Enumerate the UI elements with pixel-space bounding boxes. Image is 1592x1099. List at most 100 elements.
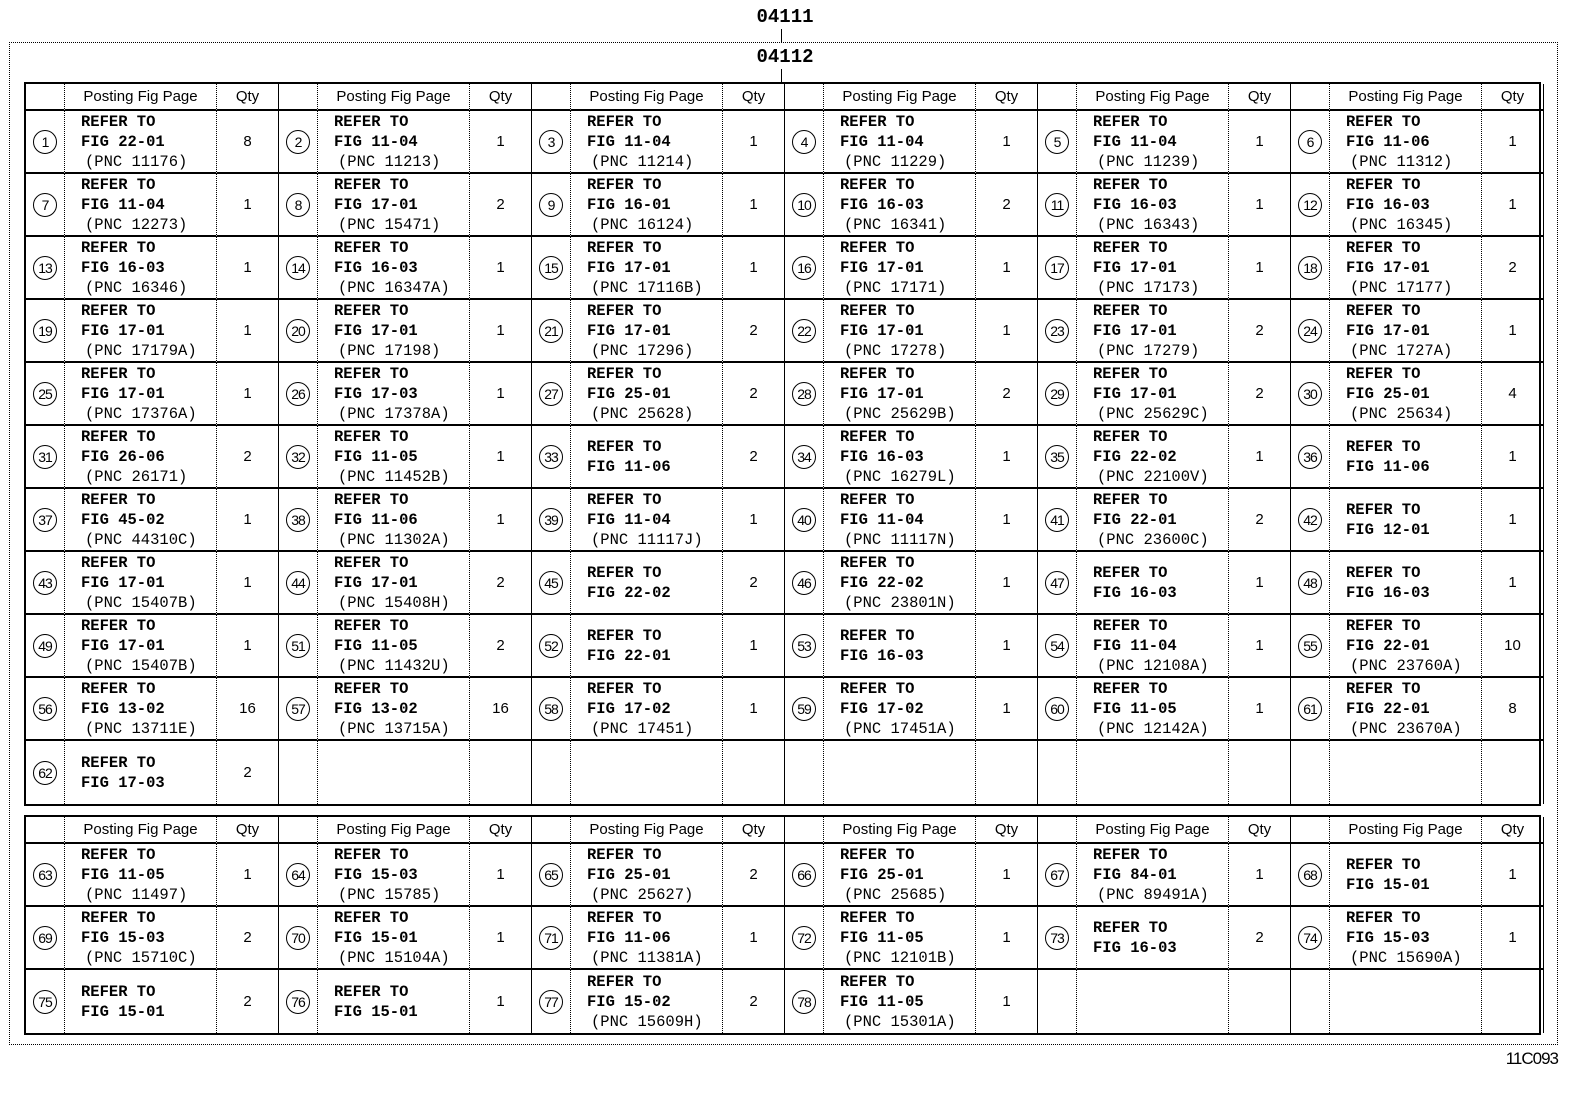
pnc-code: (PNC 17376A): [85, 404, 197, 423]
refer-label: REFER TO: [1346, 238, 1421, 257]
qty-cell: 1: [976, 426, 1038, 489]
item-number-cell: 69: [26, 907, 65, 970]
item-number-badge: 53: [792, 633, 816, 658]
refer-label: REFER TO: [587, 908, 662, 927]
qty-cell: 2: [217, 907, 279, 970]
refer-label: REFER TO: [587, 679, 662, 698]
refer-label: REFER TO: [334, 427, 409, 446]
posting-cell: REFER TO FIG 13-02 (PNC 13711E): [65, 678, 217, 741]
fig-page: FIG 17-01: [81, 384, 165, 403]
fig-page: FIG 22-01: [1346, 636, 1430, 655]
item-number-badge: 62: [33, 760, 57, 785]
item-number-cell: 12: [1291, 174, 1330, 237]
fig-page: FIG 15-01: [334, 928, 418, 947]
refer-label: REFER TO: [81, 238, 156, 257]
pnc-code: (PNC 15471): [338, 215, 441, 234]
item-number-cell: 70: [279, 907, 318, 970]
item-number-cell: 67: [1038, 844, 1077, 907]
qty-cell: 1: [723, 489, 785, 552]
refer-label: REFER TO: [840, 845, 915, 864]
item-number-cell: 36: [1291, 426, 1330, 489]
item-number-cell: 3: [532, 111, 571, 174]
header-qty: Qty: [470, 817, 532, 844]
item-number-cell: 27: [532, 363, 571, 426]
fig-page: FIG 12-01: [1346, 520, 1430, 539]
item-number-cell: 30: [1291, 363, 1330, 426]
item-number-cell: 58: [532, 678, 571, 741]
pnc-code: (PNC 1727A): [1350, 341, 1453, 360]
fig-page: FIG 11-05: [334, 636, 418, 655]
posting-cell: REFER TO FIG 16-03 (PNC 16279L): [824, 426, 976, 489]
item-number-badge: 37: [33, 507, 57, 532]
posting-cell: [1077, 741, 1229, 804]
illustration-id: 11C093: [1505, 1049, 1559, 1068]
item-number-badge: 18: [1298, 255, 1322, 280]
header-posting: Posting Fig Page: [1330, 84, 1482, 111]
refer-label: REFER TO: [334, 553, 409, 572]
fig-page: FIG 16-03: [334, 258, 418, 277]
pnc-code: (PNC 16345): [1350, 215, 1453, 234]
item-number-cell: 17: [1038, 237, 1077, 300]
item-number-badge: 41: [1045, 507, 1069, 532]
qty-cell: 1: [1482, 844, 1544, 907]
pnc-code: (PNC 16346): [85, 278, 188, 297]
pnc-code: (PNC 23801N): [844, 593, 956, 612]
item-number-badge: 43: [33, 570, 57, 595]
item-number-cell: 40: [785, 489, 824, 552]
posting-cell: REFER TO FIG 17-02 (PNC 17451A): [824, 678, 976, 741]
qty-cell: 1: [723, 111, 785, 174]
pnc-code: (PNC 17116B): [591, 278, 703, 297]
header-blank: [26, 817, 65, 844]
outer-code-label: 04111: [756, 6, 814, 28]
pnc-code: (PNC 25685): [844, 885, 947, 904]
header-blank: [279, 817, 318, 844]
posting-cell: REFER TO FIG 25-01 (PNC 25685): [824, 844, 976, 907]
fig-page: FIG 16-03: [1093, 583, 1177, 602]
header-blank: [1038, 817, 1077, 844]
item-number-cell: [1038, 741, 1077, 804]
header-blank: [1038, 84, 1077, 111]
header-posting: Posting Fig Page: [65, 84, 217, 111]
item-number-badge: 59: [792, 696, 816, 721]
fig-page: FIG 22-01: [1346, 699, 1430, 718]
posting-cell: REFER TO FIG 15-03 (PNC 15710C): [65, 907, 217, 970]
qty-cell: 2: [1229, 489, 1291, 552]
refer-label: REFER TO: [1093, 175, 1168, 194]
item-number-badge: 57: [286, 696, 310, 721]
header-posting: Posting Fig Page: [1077, 84, 1229, 111]
item-number-badge: 42: [1298, 507, 1322, 532]
item-number-cell: 49: [26, 615, 65, 678]
posting-cell: REFER TO FIG 11-06: [571, 426, 723, 489]
qty-cell: 2: [723, 426, 785, 489]
refer-label: REFER TO: [840, 427, 915, 446]
item-number-cell: 46: [785, 552, 824, 615]
item-number-cell: 28: [785, 363, 824, 426]
refer-label: REFER TO: [587, 238, 662, 257]
qty-cell: 1: [470, 426, 532, 489]
item-number-cell: 33: [532, 426, 571, 489]
fig-page: FIG 16-03: [840, 195, 924, 214]
posting-cell: REFER TO FIG 11-05 (PNC 15301A): [824, 970, 976, 1033]
item-number-cell: 78: [785, 970, 824, 1033]
fig-page: FIG 17-01: [840, 321, 924, 340]
posting-cell: REFER TO FIG 15-03 (PNC 15785): [318, 844, 470, 907]
refer-label: REFER TO: [1093, 112, 1168, 131]
refer-label: REFER TO: [334, 908, 409, 927]
refer-label: REFER TO: [81, 490, 156, 509]
pnc-code: (PNC 15609H): [591, 1012, 703, 1031]
item-number-cell: 65: [532, 844, 571, 907]
pnc-code: (PNC 11117N): [844, 530, 956, 549]
fig-page: FIG 16-03: [840, 447, 924, 466]
item-number-cell: 14: [279, 237, 318, 300]
posting-cell: REFER TO FIG 15-01: [318, 970, 470, 1033]
pnc-code: (PNC 15104A): [338, 948, 450, 967]
qty-cell: 1: [1482, 907, 1544, 970]
posting-cell: REFER TO FIG 13-02 (PNC 13715A): [318, 678, 470, 741]
item-number-badge: 73: [1045, 925, 1069, 950]
fig-page: FIG 17-01: [1093, 384, 1177, 403]
item-number-badge: 71: [539, 925, 563, 950]
item-number-badge: 66: [792, 862, 816, 887]
fig-page: FIG 22-02: [587, 583, 671, 602]
pnc-code: (PNC 12273): [85, 215, 188, 234]
item-number-badge: 77: [539, 989, 563, 1014]
